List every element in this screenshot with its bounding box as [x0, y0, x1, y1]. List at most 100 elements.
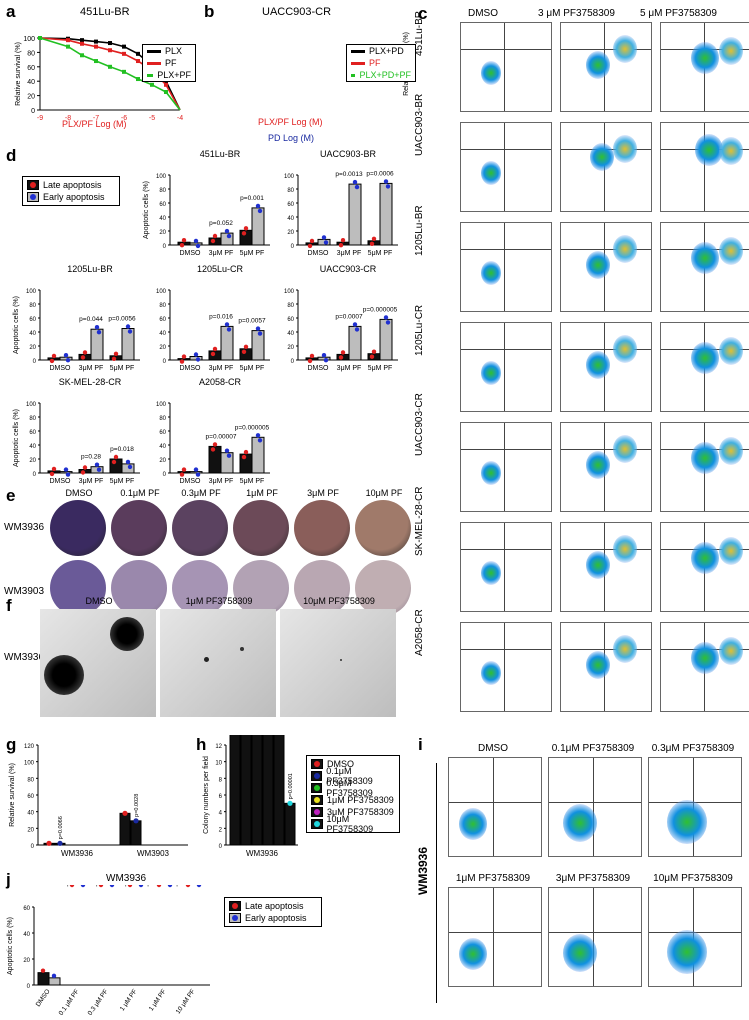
- y-axis-label: Colony numbers per field: [203, 756, 210, 834]
- cell-population: [481, 561, 501, 585]
- legend-label: PLX+PD: [369, 46, 404, 56]
- legend-swatch: [311, 807, 323, 817]
- bar-late-apoptosis: [37, 972, 50, 986]
- x-tick-label: DMSO: [180, 250, 202, 257]
- flow-row-label: 1205Lu-BR: [414, 205, 425, 256]
- bar-late-apoptosis: [47, 357, 61, 361]
- dot-early: [354, 327, 360, 332]
- quadrant-vline: [504, 523, 506, 611]
- dot-early: [96, 467, 102, 472]
- cell-population: [563, 804, 597, 842]
- quadrant-vline: [493, 888, 495, 986]
- panel-letter-g: g: [6, 735, 17, 754]
- dot-early: [193, 467, 199, 472]
- colony: [340, 659, 342, 661]
- legend-label: 0.3μM PF3758309: [326, 778, 373, 798]
- colony-plate: [233, 560, 289, 616]
- dot-late: [369, 241, 375, 246]
- y-tick-label: 0: [291, 244, 295, 250]
- flow-plot: [660, 222, 749, 312]
- quadrant-vline: [504, 423, 506, 511]
- x-tick-label: -4: [177, 115, 183, 122]
- dot-early: [226, 453, 232, 458]
- flow-plot: [660, 422, 749, 512]
- x-tick-label: WM3936: [246, 849, 279, 858]
- flow-plot: [660, 122, 749, 212]
- dot-early: [255, 326, 261, 331]
- data-point: [108, 41, 112, 46]
- quadrant-vline: [504, 623, 506, 711]
- dot-early: [257, 208, 263, 214]
- bar-early-apoptosis: [59, 471, 73, 474]
- dot-early: [196, 885, 202, 888]
- dot-early: [257, 438, 263, 443]
- cell-population: [459, 938, 487, 970]
- panel-letter-j: j: [6, 870, 11, 889]
- data-point: [94, 59, 98, 64]
- cell-population: [613, 535, 637, 563]
- x-tick-label: -8: [65, 115, 71, 122]
- panel-h-chart: 0 2 4 6 8 10 12 Colony numbers per field p=0.000…: [203, 735, 298, 858]
- quadrant-hline: [561, 649, 651, 651]
- bar-early-apoptosis: [48, 977, 61, 986]
- chart-title: UACC903-CR: [320, 264, 377, 274]
- colony-plate: [172, 500, 228, 556]
- quadrant-hline: [449, 802, 541, 804]
- panel-b-legend: PLX+PD PF PLX+PD+PF: [346, 44, 416, 82]
- cell-population: [481, 661, 501, 685]
- bar: [119, 812, 131, 846]
- x-tick-label: 5μM PF: [240, 478, 265, 485]
- panel-j-chart: 0 20 40 60 Apoptotic cells (%) DMSO 0.1 μM PF p…: [7, 885, 212, 1017]
- cell-population: [719, 437, 743, 465]
- y-tick-label: 0: [163, 359, 167, 365]
- data-point: [136, 77, 140, 82]
- chart-title: 451Lu-BR: [200, 149, 241, 159]
- flow-column-label: 3μM PF3758309: [555, 873, 631, 884]
- colony-plate: [50, 500, 106, 556]
- panel-b-xlabel2: PD Log (M): [268, 133, 315, 143]
- quadrant-hline: [461, 349, 551, 351]
- panel-c-flow-grid: DMSO 3 μM PF3758309 5 μM PF3758309 451Lu…: [414, 0, 749, 720]
- colony-plate: [172, 560, 228, 616]
- p-value: p=0.052: [209, 220, 233, 227]
- bar: [262, 735, 274, 846]
- flow-plot: [460, 622, 552, 712]
- panel-letter-f: f: [6, 596, 12, 615]
- x-tick-label: 10 μM PF: [175, 988, 197, 1015]
- dot-early: [385, 320, 391, 325]
- dot-early: [80, 885, 86, 888]
- flow-plot: [648, 757, 742, 857]
- soft-agar-image: [160, 609, 276, 717]
- panel-letter-c: c: [418, 4, 428, 23]
- panel-g-chart: 0 20 40 60 80 100 120 Relative survival (%) p=0.…: [9, 744, 188, 858]
- y-tick-label: 0: [33, 359, 37, 365]
- p-value: p=0.092: [67, 885, 90, 887]
- x-tick-label: 1 μM PF: [119, 988, 139, 1012]
- cell-population: [719, 137, 743, 165]
- bar-early-apoptosis: [189, 242, 203, 246]
- y-tick-label: 40: [287, 331, 294, 337]
- flow-plot: [460, 222, 552, 312]
- cell-population: [719, 237, 743, 265]
- dot-early: [195, 472, 201, 477]
- legend-item: Late apoptosis: [225, 900, 321, 912]
- y-tick-label: 40: [287, 216, 294, 222]
- dot-early: [352, 179, 358, 185]
- y-tick-label: 100: [26, 402, 37, 408]
- panel-e-plates: WM3936 WM3903 DMSO 0.1μM PF 0.3μM PF 1μM PF…: [0, 486, 415, 616]
- quadrant-hline: [561, 349, 651, 351]
- x-tick-label: -6: [121, 115, 127, 122]
- dot-late: [210, 447, 216, 452]
- dot-early: [167, 885, 173, 888]
- y-tick-label: 40: [29, 331, 36, 337]
- y-tick-label: 20: [159, 458, 166, 464]
- legend-label: 1μM PF3758309: [327, 795, 394, 805]
- bar: [251, 735, 263, 846]
- bar-late-apoptosis: [305, 357, 319, 361]
- dot-late: [49, 358, 55, 364]
- y-tick-label: 40: [159, 216, 166, 222]
- quadrant-hline: [449, 932, 541, 934]
- colony-plate: [355, 500, 411, 556]
- cell-population: [719, 37, 743, 65]
- panel-b-xlabel: PLX/PF Log (M): [258, 117, 323, 127]
